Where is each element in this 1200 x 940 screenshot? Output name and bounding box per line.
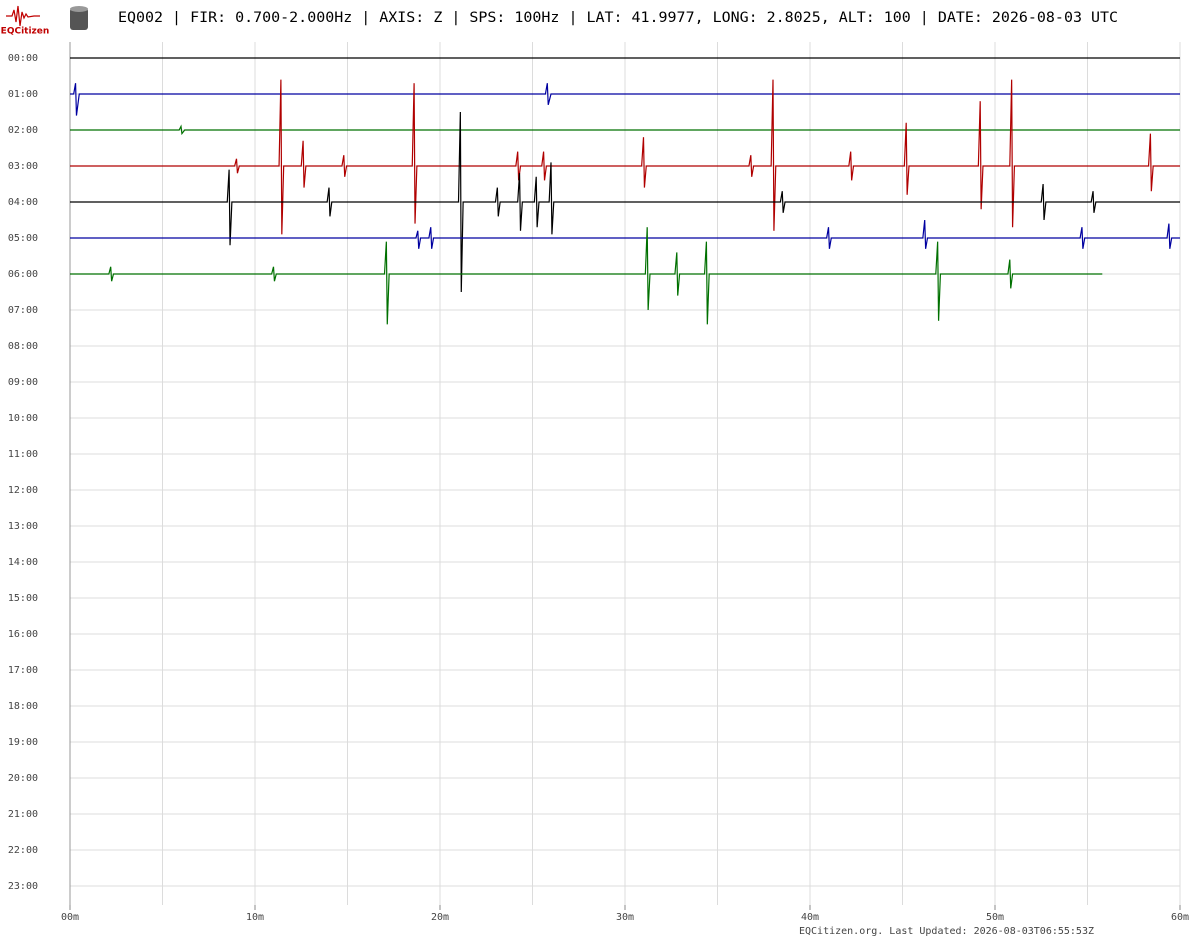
x-tick-label: 40m <box>801 912 819 923</box>
x-tick-label: 30m <box>616 912 634 923</box>
x-tick-label: 20m <box>431 912 449 923</box>
footer: EQCitizen.org. Last Updated: 2026-08-03T… <box>799 926 1094 937</box>
y-tick-label: 18:00 <box>8 701 38 712</box>
y-tick-label: 21:00 <box>8 809 38 820</box>
y-tick-label: 16:00 <box>8 629 38 640</box>
logo: EQCitizen <box>1 5 88 37</box>
y-tick-label: 06:00 <box>8 269 38 280</box>
x-tick-label: 00m <box>61 912 79 923</box>
chart-title: EQ002 | FIR: 0.700-2.000Hz | AXIS: Z | S… <box>118 10 1118 26</box>
y-tick-label: 17:00 <box>8 665 38 676</box>
y-tick-label: 01:00 <box>8 89 38 100</box>
y-tick-label: 15:00 <box>8 593 38 604</box>
y-tick-label: 22:00 <box>8 845 38 856</box>
y-tick-label: 19:00 <box>8 737 38 748</box>
logo-text: EQCitizen <box>1 27 50 37</box>
y-tick-label: 07:00 <box>8 305 38 316</box>
y-tick-label: 20:00 <box>8 773 38 784</box>
y-tick-label: 12:00 <box>8 485 38 496</box>
trace <box>70 79 1180 235</box>
trace <box>70 219 1180 249</box>
y-tick-label: 00:00 <box>8 53 38 64</box>
trace <box>70 227 1103 325</box>
sensor-icon-top <box>70 6 88 12</box>
y-tick-label: 10:00 <box>8 413 38 424</box>
trace <box>70 111 1180 293</box>
sensor-icon <box>70 8 88 30</box>
trace <box>70 83 1180 116</box>
y-tick-label: 11:00 <box>8 449 38 460</box>
x-tick-label: 50m <box>986 912 1004 923</box>
y-tick-label: 02:00 <box>8 125 38 136</box>
y-tick-label: 13:00 <box>8 521 38 532</box>
logo-wave <box>6 5 40 27</box>
x-tick-label: 10m <box>246 912 264 923</box>
y-tick-label: 14:00 <box>8 557 38 568</box>
y-tick-label: 05:00 <box>8 233 38 244</box>
trace <box>70 124 1180 136</box>
y-tick-label: 08:00 <box>8 341 38 352</box>
y-tick-label: 04:00 <box>8 197 38 208</box>
y-tick-label: 23:00 <box>8 881 38 892</box>
y-tick-label: 03:00 <box>8 161 38 172</box>
y-tick-label: 09:00 <box>8 377 38 388</box>
x-tick-label: 60m <box>1171 912 1189 923</box>
